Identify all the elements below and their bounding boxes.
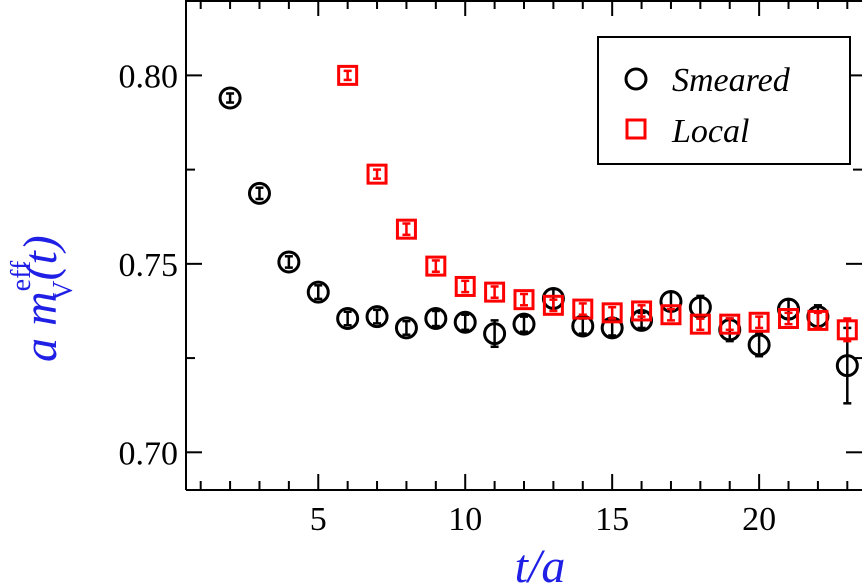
square-marker bbox=[689, 313, 711, 335]
y-tick-label: 0.75 bbox=[119, 247, 179, 284]
local-point bbox=[748, 311, 770, 333]
square-marker bbox=[454, 275, 476, 297]
smeared-point bbox=[483, 319, 507, 349]
local-point bbox=[660, 304, 682, 326]
local-point bbox=[807, 309, 829, 331]
x-tick-label: 20 bbox=[742, 501, 776, 538]
x-tick-label: 10 bbox=[448, 501, 482, 538]
smeared-point bbox=[218, 86, 242, 110]
circle-marker bbox=[483, 322, 507, 346]
circle-marker bbox=[394, 316, 418, 340]
local-point bbox=[719, 313, 741, 335]
smeared-point bbox=[394, 316, 418, 340]
circle-marker bbox=[424, 307, 448, 330]
circle-marker bbox=[747, 333, 771, 357]
local-point bbox=[484, 281, 506, 303]
x-tick-label: 5 bbox=[310, 501, 327, 538]
local-point bbox=[513, 289, 535, 311]
square-marker bbox=[631, 300, 653, 322]
y-tick-label: 0.70 bbox=[119, 435, 179, 472]
smeared-point bbox=[424, 307, 448, 330]
local-point bbox=[601, 302, 623, 324]
circle-marker bbox=[247, 181, 271, 205]
circle-marker bbox=[218, 86, 242, 110]
ylabel-main: a m bbox=[14, 291, 67, 362]
local-point bbox=[542, 294, 564, 316]
local-point bbox=[337, 64, 359, 86]
smeared-point bbox=[306, 280, 330, 304]
ylabel-subscript: V bbox=[48, 281, 79, 301]
smeared-point bbox=[512, 312, 536, 336]
ylabel-superscript: eff bbox=[6, 260, 37, 291]
square-marker bbox=[484, 281, 506, 303]
square-marker bbox=[513, 289, 535, 311]
legend-box bbox=[597, 36, 851, 165]
local-point bbox=[689, 313, 711, 335]
circle-marker bbox=[306, 280, 330, 304]
y-axis-ticks: 0.70 0.75 0.80 bbox=[119, 58, 862, 472]
square-marker bbox=[425, 255, 447, 277]
smeared-point bbox=[247, 181, 271, 205]
legend-square-marker bbox=[625, 118, 647, 140]
y-axis-label: a meff V(t) bbox=[6, 235, 79, 362]
local-point bbox=[631, 300, 653, 322]
y-tick-label: 0.80 bbox=[119, 58, 179, 95]
legend-label-local: Local bbox=[671, 113, 749, 150]
square-marker bbox=[337, 64, 359, 86]
circle-marker bbox=[512, 312, 536, 336]
circle-marker bbox=[688, 295, 712, 319]
smeared-point bbox=[365, 305, 389, 329]
circle-marker bbox=[571, 314, 595, 338]
data-series bbox=[218, 64, 859, 405]
ylabel-suffix: (t) bbox=[14, 235, 67, 280]
local-point bbox=[454, 275, 476, 297]
circle-marker bbox=[835, 354, 859, 378]
circle-marker bbox=[453, 310, 477, 334]
local-point bbox=[778, 308, 800, 329]
x-axis-ticks: 5 10 15 20 bbox=[199, 0, 849, 538]
square-marker bbox=[778, 308, 800, 329]
legend-label-smeared: Smeared bbox=[672, 62, 791, 99]
square-marker bbox=[660, 304, 682, 326]
x-axis-label: t/a bbox=[515, 540, 566, 588]
legend: Smeared Local bbox=[597, 36, 851, 165]
local-point bbox=[836, 317, 858, 343]
smeared-point bbox=[453, 310, 477, 334]
square-marker bbox=[807, 309, 829, 331]
square-marker bbox=[748, 311, 770, 333]
square-marker bbox=[572, 298, 594, 320]
square-marker bbox=[601, 302, 623, 324]
circle-marker bbox=[277, 250, 301, 274]
smeared-point bbox=[747, 332, 771, 358]
square-marker bbox=[366, 163, 388, 185]
x-tick-label: 15 bbox=[595, 501, 629, 538]
square-marker bbox=[542, 294, 564, 316]
smeared-point bbox=[336, 307, 360, 330]
square-marker bbox=[395, 218, 417, 240]
circle-marker bbox=[365, 305, 389, 329]
smeared-point bbox=[277, 250, 301, 274]
series-local bbox=[337, 64, 858, 343]
circle-marker bbox=[336, 307, 360, 330]
square-marker bbox=[719, 313, 741, 335]
local-point bbox=[395, 218, 417, 240]
legend-circle-marker bbox=[624, 67, 648, 91]
local-point bbox=[425, 255, 447, 277]
local-point bbox=[366, 163, 388, 185]
square-marker bbox=[836, 319, 858, 341]
local-point bbox=[572, 298, 594, 320]
